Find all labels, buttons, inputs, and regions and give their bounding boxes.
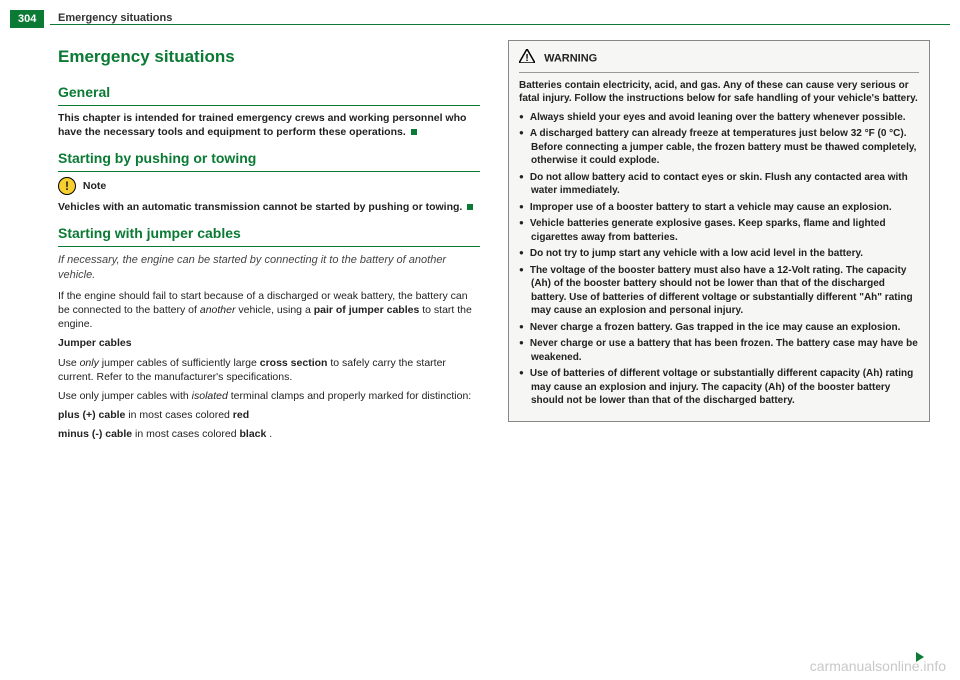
text: vehicle, using a [235,304,313,316]
running-head: Emergency situations [58,12,178,24]
note-label: Note [83,180,106,192]
push-text-span: Vehicles with an automatic transmission … [58,201,462,213]
text-bold: black [240,428,267,440]
header-rule [50,24,950,25]
end-square-icon [467,204,473,210]
text-bold: cross section [260,357,328,369]
text: in most cases colored [125,409,232,421]
warn-bullet: Do not allow battery acid to contact eye… [519,171,919,198]
jumper-lead: If necessary, the engine can be started … [58,253,480,283]
heading-general: General [58,83,480,106]
left-column: Emergency situations General This chapte… [58,40,480,660]
warn-bullet: Never charge a frozen battery. Gas trapp… [519,321,919,335]
warning-box: ! WARNING Batteries contain electricity,… [508,40,930,422]
text-bold: minus (-) cable [58,428,132,440]
page-number-badge: 304 [10,10,44,28]
jumper-p1: If the engine should fail to start becau… [58,289,480,332]
heading-jumper-cables: Starting with jumper cables [58,224,480,247]
warning-label: WARNING [544,52,597,64]
text: in most cases colored [132,428,239,440]
text-italic: another [200,304,236,316]
general-text-span: This chapter is intended for trained eme… [58,112,466,138]
warn-bullet: Use of batteries of different voltage or… [519,367,919,408]
note-line: ! Note [58,177,480,195]
warning-intro: Batteries contain electricity, acid, and… [519,79,919,106]
plus-cable-line: plus (+) cable in most cases colored red [58,408,480,422]
end-square-icon [411,129,417,135]
content-area: Emergency situations General This chapte… [58,40,930,660]
warn-bullet: Improper use of a booster battery to sta… [519,201,919,215]
text-italic: only [80,357,99,369]
general-text: This chapter is intended for trained eme… [58,111,480,139]
jc-p1: Use only jumper cables of sufficiently l… [58,356,480,384]
jc-p2: Use only jumper cables with isolated ter… [58,389,480,403]
right-column: ! WARNING Batteries contain electricity,… [508,40,930,660]
warn-bullet: The voltage of the booster battery must … [519,264,919,318]
warn-bullet: Do not try to jump start any vehicle wit… [519,247,919,261]
warn-bullet: Never charge or use a battery that has b… [519,337,919,364]
text: Use only jumper cables with [58,390,192,402]
text: . [266,428,272,440]
warning-head: ! WARNING [519,49,919,73]
push-text: Vehicles with an automatic transmission … [58,200,480,214]
warn-bullet: Vehicle batteries generate explosive gas… [519,217,919,244]
note-icon: ! [58,177,76,195]
warn-bullet: Always shield your eyes and avoid leanin… [519,111,919,125]
warning-triangle-icon: ! [519,49,535,68]
text: jumper cables of sufficiently large [99,357,260,369]
text-bold: plus (+) cable [58,409,125,421]
svg-text:!: ! [525,53,528,63]
text: Use [58,357,80,369]
warn-bullet: A discharged battery can already freeze … [519,127,919,168]
page-title: Emergency situations [58,46,480,69]
text-bold: pair of jumper cables [314,304,420,316]
heading-pushing-towing: Starting by pushing or towing [58,149,480,172]
watermark: carmanualsonline.info [810,658,946,674]
text: terminal clamps and properly marked for … [228,390,471,402]
jumper-cables-subhead: Jumper cables [58,336,480,350]
text-bold: red [233,409,249,421]
minus-cable-line: minus (-) cable in most cases colored bl… [58,427,480,441]
text-italic: isolated [192,390,228,402]
